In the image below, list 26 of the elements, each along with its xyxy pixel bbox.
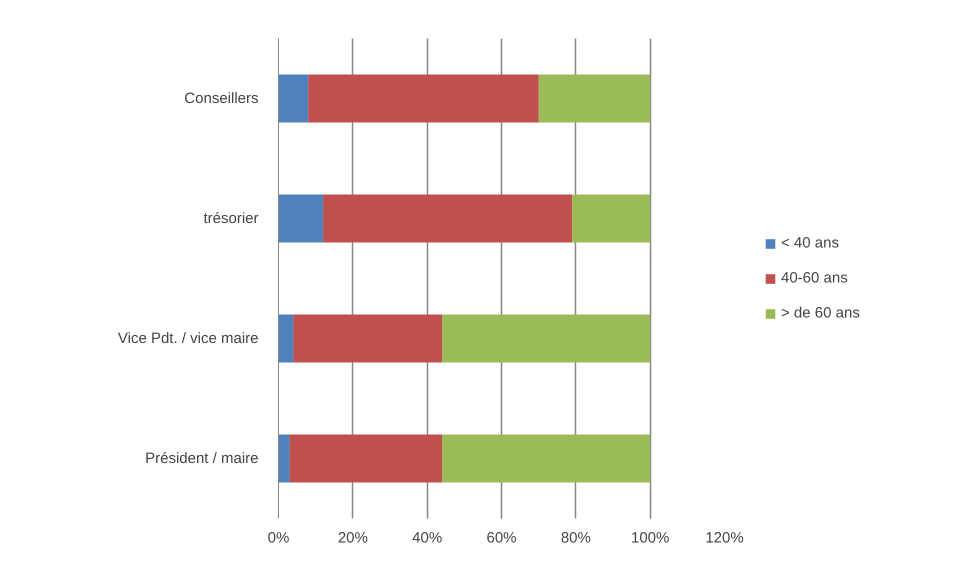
bar — [278, 314, 294, 362]
y-tick-label: Conseillers — [184, 90, 259, 107]
bar — [442, 434, 650, 482]
x-tick-label: 120% — [705, 530, 744, 546]
bar — [538, 74, 650, 122]
x-tick-label: 20% — [338, 530, 368, 546]
y-tick-label: trésorier — [203, 210, 259, 227]
legend-label: 40-60 ans — [781, 270, 848, 286]
bar — [323, 194, 572, 242]
bar — [308, 74, 539, 122]
y-tick-label: Vice Pdt. / vice maire — [118, 330, 259, 347]
legend-label: < 40 ans — [781, 234, 839, 252]
x-tick-label: 60% — [486, 530, 517, 546]
bar — [278, 434, 290, 482]
bar — [278, 194, 324, 242]
bar — [572, 194, 650, 242]
bar — [290, 434, 442, 482]
legend-label: > de 60 ans — [781, 304, 860, 322]
bar — [442, 314, 650, 362]
bar — [278, 74, 308, 122]
y-tick-label: Président / maire — [145, 450, 259, 467]
x-tick-label: 100% — [630, 530, 670, 546]
x-tick-label: 0% — [268, 530, 290, 546]
bar — [293, 314, 442, 362]
x-tick-label: 80% — [560, 530, 591, 546]
x-tick-label: 40% — [412, 530, 442, 546]
